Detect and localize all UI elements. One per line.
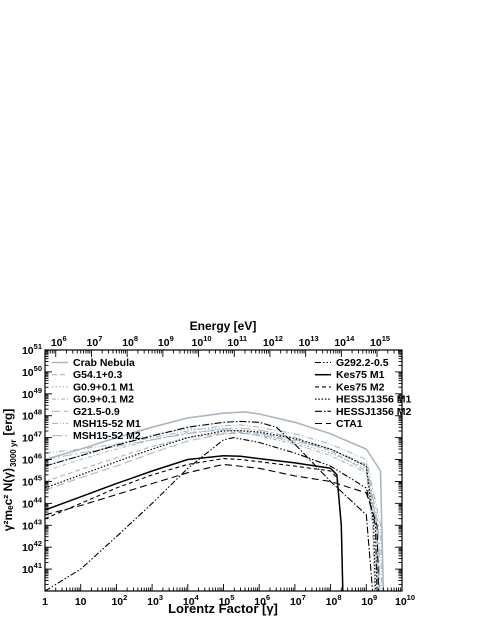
y-tick-label: 1050 (22, 364, 42, 379)
y-tick-label: 1045 (22, 473, 42, 488)
series-layer (44, 411, 385, 592)
tick-label-layer: 1 10 102 103 104 105 106 107 108 109 1010 106 107 108… (22, 334, 415, 608)
series-line-6 (44, 427, 381, 592)
tick-layer (44, 349, 403, 592)
legend-label-3: G0.9+0.1 M2 (73, 394, 134, 406)
y-tick-label: 1049 (22, 386, 42, 401)
legend-label-8: Kes75 M1 (336, 369, 385, 381)
series-line-4 (44, 432, 380, 592)
legend-label-12: CTA1 (336, 418, 363, 430)
y-tick-label: 1044 (22, 495, 43, 510)
x-tick-label: 1010 (395, 593, 415, 608)
x2-tick-label: 1015 (370, 334, 390, 349)
y-tick-label: 1041 (22, 561, 42, 576)
legend-label-0: Crab Nebula (73, 357, 135, 369)
y-axis-title-sub: 3000 yr (9, 439, 18, 467)
x2-tick-label: 1011 (227, 334, 247, 349)
series-line-11 (44, 420, 374, 592)
series-line-7 (44, 437, 378, 592)
series-line-3 (44, 429, 376, 592)
legend-label-4: G21.5-0.9 (73, 406, 120, 418)
y-axis-title: γ²mₑc² N(γ)3000 yr [erg] (1, 409, 18, 531)
x-tick-label: 105 (219, 593, 235, 608)
series-line-1 (44, 431, 380, 592)
y-tick-label: 1051 (22, 342, 42, 357)
x-tick-label: 106 (254, 593, 270, 608)
y-tick-label: 1043 (22, 517, 42, 532)
x2-tick-label: 1010 (192, 334, 212, 349)
x2-tick-label: 106 (51, 334, 67, 349)
series-line-9 (44, 458, 344, 592)
x2-tick-label: 109 (158, 334, 174, 349)
y-tick-label: 1047 (22, 430, 42, 445)
series-line-12 (44, 463, 380, 592)
y-axis-title-unit: [erg] (1, 409, 15, 436)
y-tick-label: 1042 (22, 539, 42, 554)
series-line-10 (44, 430, 376, 592)
x2-tick-label: 1014 (334, 334, 355, 349)
x-tick-label: 107 (290, 593, 306, 608)
svg-text:γ²mₑc² N(γ)3000 yr[erg]: γ²mₑc² N(γ)3000 yr [erg] (1, 409, 18, 531)
y-axis-title-main: γ²mₑc² N(γ) (1, 468, 15, 531)
y-tick-label: 1048 (22, 408, 42, 423)
legend-label-7: G292.2-0.5 (336, 357, 389, 369)
x-axis-title: Lorentz Factor [γ] (168, 601, 278, 616)
x-tick-label: 102 (111, 593, 127, 608)
y-tick-label: 1046 (22, 452, 42, 467)
series-line-5 (44, 424, 383, 592)
x2-tick-label: 108 (122, 334, 138, 349)
x-tick-label: 103 (147, 593, 163, 608)
x2-axis-title: Energy [eV] (190, 319, 257, 333)
x2-tick-label: 107 (87, 334, 103, 349)
legend-label-9: Kes75 M2 (336, 381, 385, 393)
x-tick-label: 109 (361, 593, 377, 608)
x-tick-label: 104 (183, 593, 200, 608)
x-tick-label: 1 (42, 596, 48, 608)
x-tick-label: 108 (326, 593, 342, 608)
legend-label-11: HESSJ1356 M2 (336, 406, 411, 418)
legend-label-1: G54.1+0.3 (73, 369, 122, 381)
legend-label-5: MSH15-52 M1 (73, 418, 141, 430)
x2-tick-label: 1013 (299, 334, 319, 349)
legend-label-2: G0.9+0.1 M1 (73, 381, 134, 393)
legend-label-6: MSH15-52 M2 (73, 430, 141, 442)
series-line-8 (44, 454, 344, 592)
x2-tick-label: 1012 (263, 334, 283, 349)
series-line-0 (44, 411, 385, 592)
legend-label-10: HESSJ1356 M1 (336, 394, 411, 406)
x-tick-label: 10 (75, 596, 87, 608)
